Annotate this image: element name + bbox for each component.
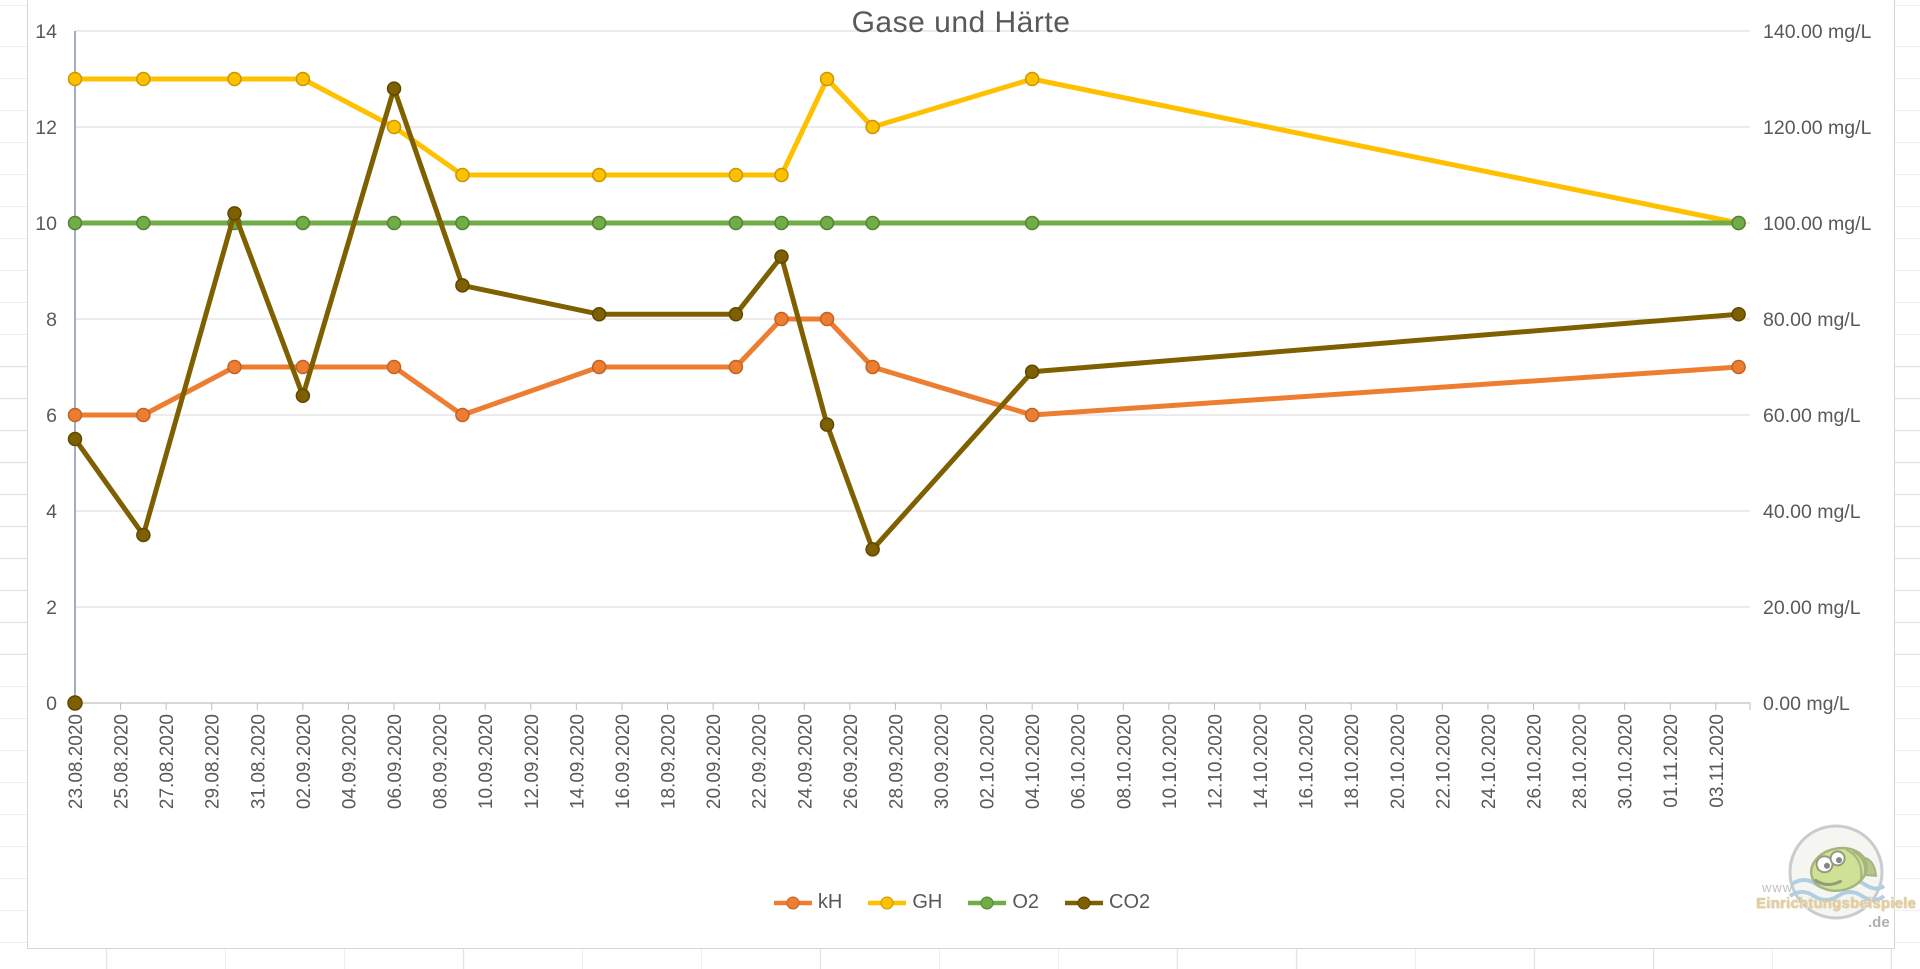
legend-item-CO2: CO2 <box>1063 891 1150 914</box>
legend-marker-O2-icon <box>968 896 1007 909</box>
legend-label-CO2: CO2 <box>1109 891 1151 913</box>
legend-label-kH: kH <box>817 891 843 913</box>
legend-marker-GH-icon <box>868 896 907 909</box>
chart-title: Gase und Härte <box>851 6 1071 39</box>
legend-label-O2: O2 <box>1012 891 1039 913</box>
legend-label-GH: GH <box>912 891 943 913</box>
legend-item-kH: kH <box>772 891 842 914</box>
legend-marker-kH-icon <box>773 896 812 909</box>
legend-item-O2: O2 <box>966 891 1039 914</box>
chart-object[interactable] <box>27 0 1895 949</box>
chart-legend: kH GH O2 CO2 <box>27 891 1895 914</box>
legend-marker-CO2-icon <box>1065 896 1103 909</box>
legend-item-GH: GH <box>866 891 942 914</box>
